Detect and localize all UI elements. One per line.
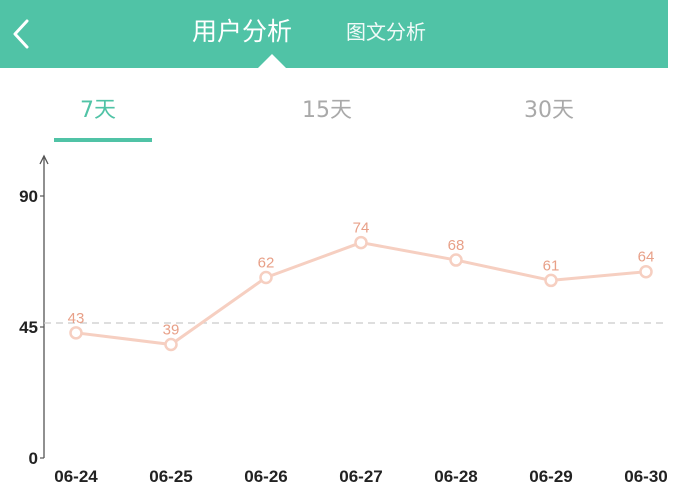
chevron-left-icon [13, 19, 29, 49]
data-label: 61 [543, 257, 560, 274]
range-tab-7[interactable]: 7天 [80, 98, 116, 123]
data-label: 68 [448, 237, 465, 254]
y-axis-arrow [39, 154, 49, 165]
range-tab-30[interactable]: 30天 [524, 98, 574, 123]
tab-user-analysis[interactable]: 用户分析 [192, 17, 293, 46]
line-chart: 0 45 90 06-24 06-25 06-26 06-27 06-28 06-29 06-30… [19, 154, 668, 486]
app-header: 用户分析 图文分析 [0, 0, 668, 68]
data-point [544, 273, 558, 288]
back-button[interactable] [6, 14, 36, 54]
x-tick-label: 06-27 [339, 467, 382, 486]
data-label: 43 [68, 310, 85, 327]
x-tick-label: 06-30 [624, 467, 667, 486]
y-tick-label: 45 [19, 318, 38, 337]
y-tick-label: 90 [19, 187, 38, 206]
data-label: 62 [258, 255, 275, 272]
data-point [354, 235, 368, 250]
range-tab-15[interactable]: 15天 [302, 98, 352, 123]
x-tick-label: 06-29 [529, 467, 572, 486]
series-line [75, 241, 647, 346]
data-point [639, 264, 653, 279]
data-label: 74 [353, 220, 370, 237]
x-tick-label: 06-25 [149, 467, 192, 486]
x-tick-label: 06-26 [244, 467, 287, 486]
data-label: 39 [163, 321, 180, 338]
data-point [449, 253, 463, 267]
data-point [164, 337, 178, 352]
data-point [259, 270, 273, 285]
tab-article-analysis[interactable]: 图文分析 [346, 20, 426, 44]
active-tab-indicator [258, 54, 286, 68]
range-selector: 7天 15天 30天 [0, 68, 668, 144]
data-label: 64 [638, 249, 655, 266]
range-active-underline [54, 138, 152, 142]
y-tick-label: 0 [29, 449, 38, 468]
x-tick-label: 06-28 [434, 467, 477, 486]
x-tick-label: 06-24 [54, 467, 98, 486]
data-point [69, 326, 83, 340]
